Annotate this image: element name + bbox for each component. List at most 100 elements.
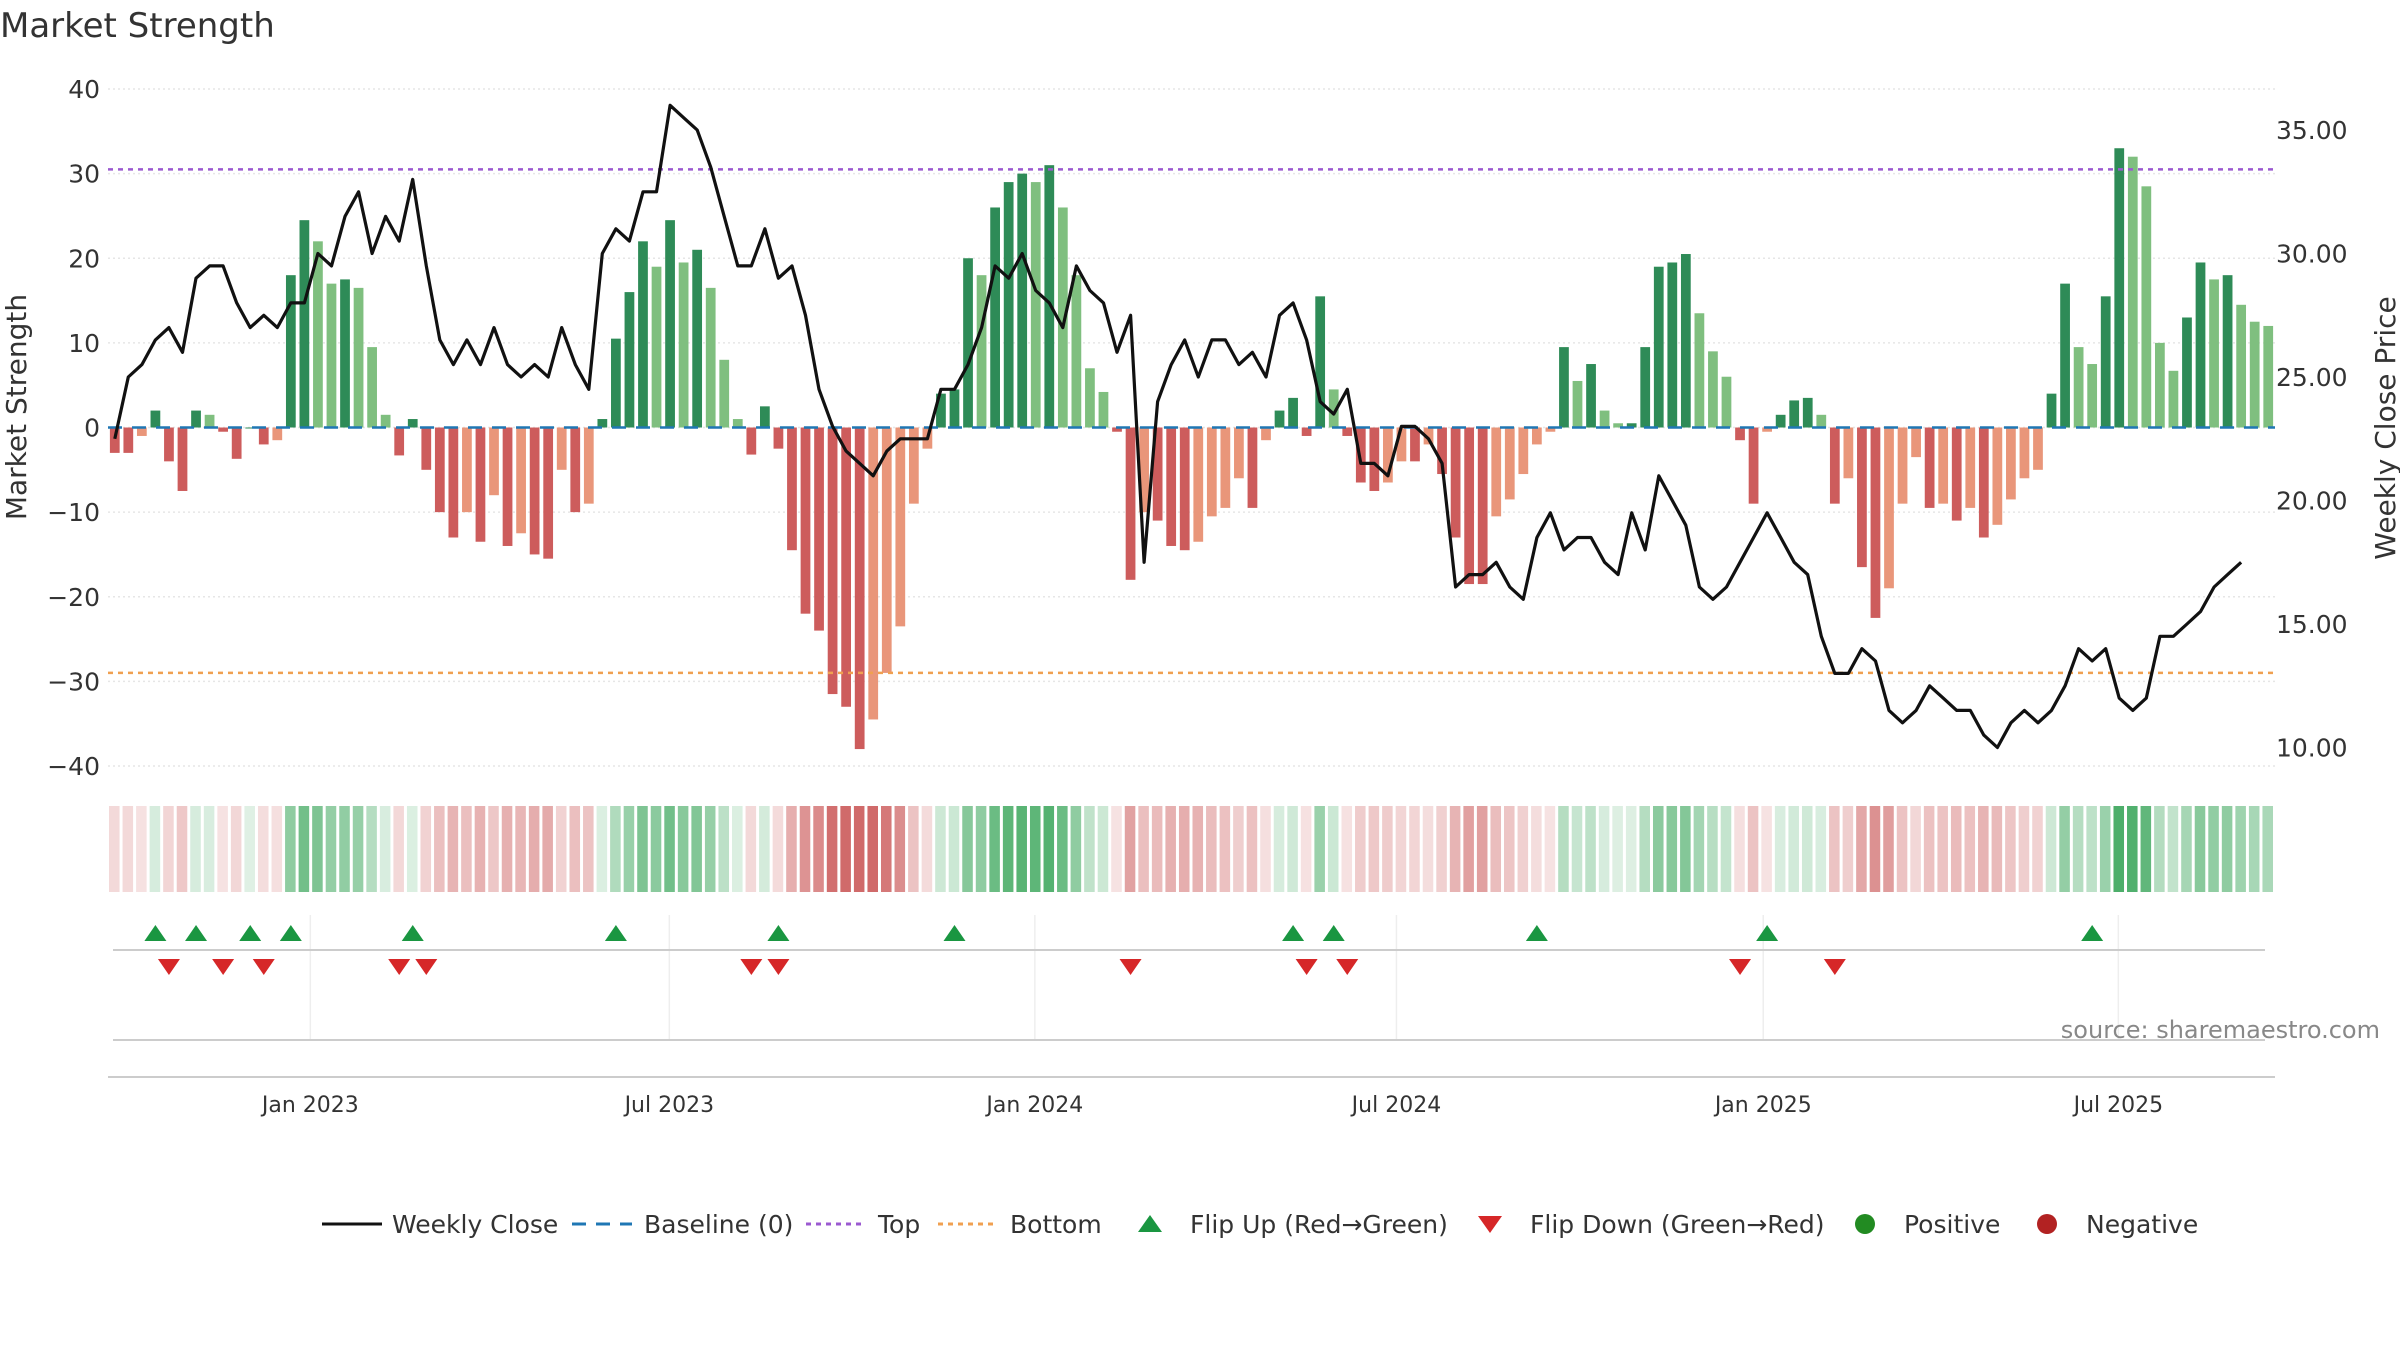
strength-bar — [475, 427, 486, 542]
strength-bar — [218, 427, 228, 432]
heat-cell — [203, 806, 215, 892]
strength-bar — [326, 283, 337, 428]
strength-bar — [1152, 427, 1163, 521]
heat-cell — [921, 806, 933, 892]
strength-bar — [800, 427, 811, 614]
left-tick-label: −40 — [47, 752, 100, 781]
strength-bar — [285, 275, 296, 428]
strength-bar — [367, 347, 377, 428]
strength-bar — [1586, 364, 1596, 428]
legend-label: Negative — [2086, 1210, 2198, 1239]
strength-bar — [2155, 342, 2165, 428]
flip-up-marker — [2081, 925, 2104, 941]
strength-bar — [2046, 393, 2057, 428]
strength-bar — [2263, 325, 2274, 428]
heat-cell — [1652, 806, 1664, 892]
heat-cell — [2018, 806, 2030, 892]
heat-cell — [1151, 806, 1163, 892]
heat-cell — [434, 806, 445, 892]
flip-down-marker — [388, 959, 411, 975]
heat-cell — [1598, 806, 1610, 892]
heat-cell — [515, 806, 526, 892]
heat-cell — [1517, 806, 1529, 892]
heat-cell — [2262, 806, 2273, 892]
heat-cell — [880, 806, 892, 892]
strength-bar — [1003, 182, 1014, 428]
heat-cell — [2032, 806, 2043, 892]
strength-bar — [1626, 423, 1637, 428]
heat-cell — [908, 806, 919, 892]
strength-bar — [489, 427, 499, 496]
heat-cell — [2086, 806, 2097, 892]
strength-bar — [1423, 427, 1434, 445]
strength-bar — [949, 389, 960, 428]
heat-cell — [1002, 806, 1014, 892]
heat-cell — [650, 806, 662, 892]
heat-cell — [1382, 806, 1393, 892]
reference-lines — [108, 168, 2275, 675]
strength-bar — [434, 427, 445, 513]
heat-cell — [1287, 806, 1298, 892]
legend-label: Weekly Close — [392, 1210, 558, 1239]
strength-bar — [1789, 400, 1800, 428]
heat-cell — [840, 806, 851, 892]
strength-bar — [2141, 186, 2152, 428]
heat-cell — [1707, 806, 1718, 892]
legend-swatch-dot — [2037, 1214, 2057, 1234]
heat-cell — [1856, 806, 1867, 892]
heat-cell — [637, 806, 648, 892]
flip-up-marker — [279, 925, 302, 941]
heat-cell — [109, 806, 120, 892]
legend-label: Flip Up (Red→Green) — [1190, 1210, 1448, 1239]
heat-cell — [2045, 806, 2057, 892]
strength-bar — [1843, 427, 1854, 479]
strength-bar — [1545, 427, 1556, 432]
heat-cell — [1165, 806, 1176, 892]
strength-bar — [692, 249, 703, 428]
heat-cell — [1720, 806, 1732, 892]
heat-cell — [1178, 806, 1190, 892]
heat-cell — [786, 806, 797, 892]
legend-label: Baseline (0) — [644, 1210, 793, 1239]
strength-bar — [868, 427, 879, 720]
chart-title: Market Strength — [0, 6, 275, 46]
flip-down-marker — [1823, 959, 1846, 975]
strength-bar — [611, 338, 621, 428]
left-tick-label: 20 — [68, 244, 100, 273]
strength-bar — [1857, 427, 1867, 568]
strength-bar — [2168, 370, 2179, 428]
heat-cell — [1666, 806, 1678, 892]
left-tick-label: −10 — [47, 498, 100, 527]
heat-cell — [718, 806, 730, 892]
strength-bar — [2060, 283, 2070, 428]
strength-bar — [1640, 347, 1651, 428]
legend: Weekly Close Baseline (0) Top Bottom Flip Up… — [322, 1210, 2198, 1239]
flip-up-marker — [943, 925, 966, 941]
heat-cell — [1476, 806, 1488, 892]
heat-cell — [2221, 806, 2233, 892]
strength-bar — [1992, 427, 2003, 525]
strength-bar — [1599, 410, 1610, 428]
strength-bar — [448, 427, 459, 538]
strength-bar — [529, 427, 540, 555]
strength-bar — [2033, 427, 2043, 470]
heat-cell — [569, 806, 581, 892]
heat-cell — [664, 806, 675, 892]
heat-cell — [935, 806, 946, 892]
flip-down-marker — [252, 959, 275, 975]
heat-cell — [1923, 806, 1935, 892]
strength-bar — [2222, 275, 2233, 428]
heat-cell — [1950, 806, 1962, 892]
heat-cell — [352, 806, 364, 892]
heat-cell — [1084, 806, 1095, 892]
strength-bar — [340, 279, 350, 428]
strength-bar — [2006, 427, 2016, 500]
heat-cell — [1842, 806, 1854, 892]
strength-bar — [895, 427, 906, 627]
heat-cell — [1070, 806, 1082, 892]
flip-up-marker — [239, 925, 262, 941]
heat-cell — [1869, 806, 1881, 892]
strength-bar — [2100, 296, 2111, 428]
strength-bar — [1816, 414, 1827, 428]
